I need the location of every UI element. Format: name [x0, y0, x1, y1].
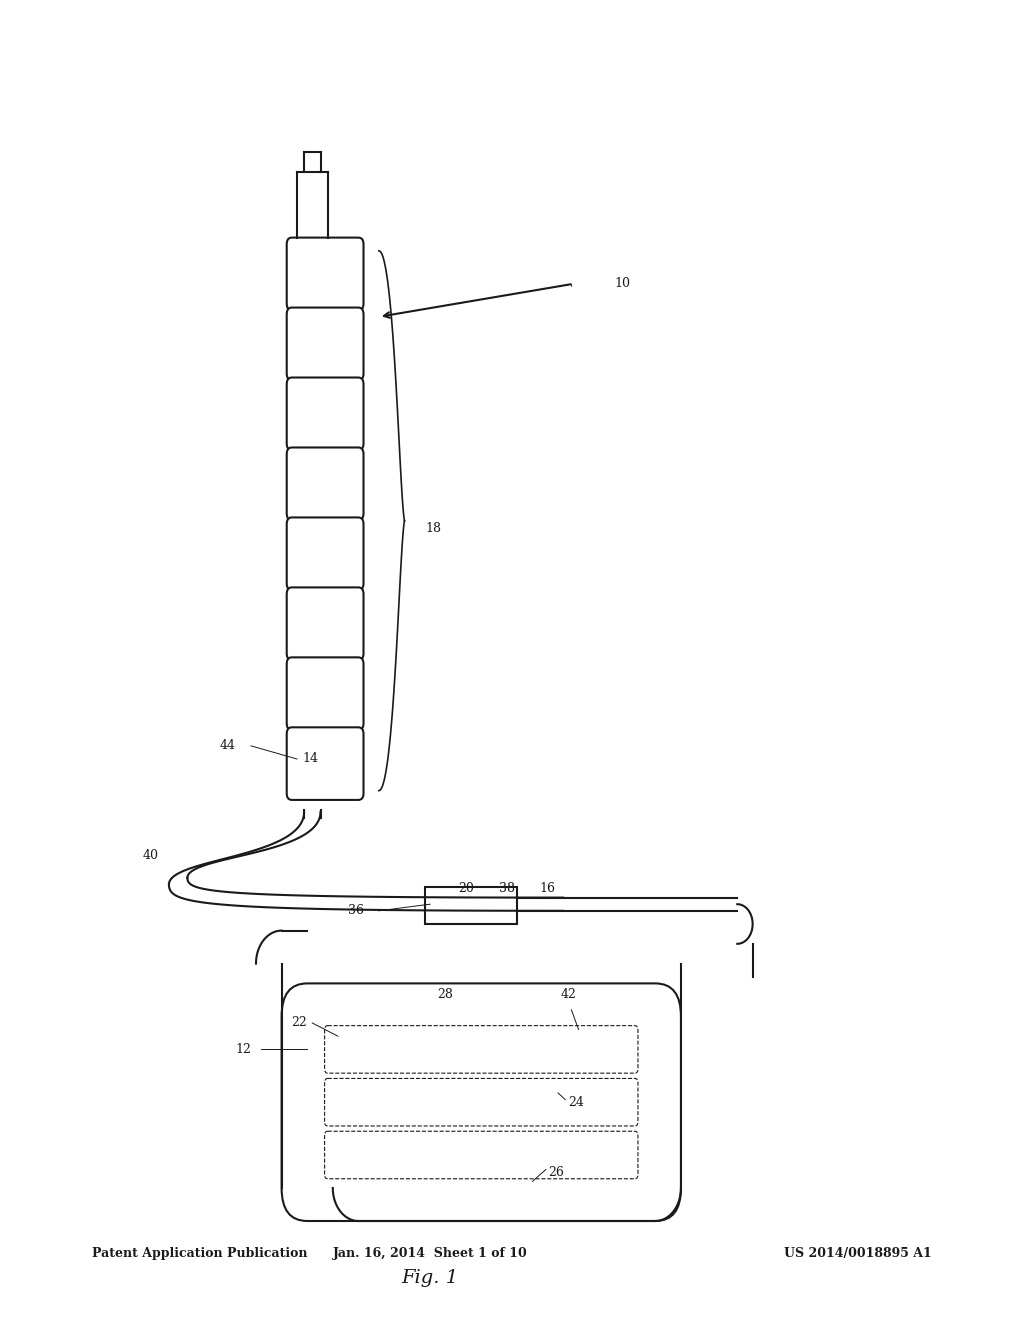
Text: Patent Application Publication: Patent Application Publication [92, 1247, 307, 1261]
FancyBboxPatch shape [287, 308, 364, 380]
Text: $\neg$: $\neg$ [563, 279, 573, 289]
FancyBboxPatch shape [287, 447, 364, 520]
Text: 38: 38 [499, 882, 515, 895]
FancyBboxPatch shape [287, 727, 364, 800]
Text: 44: 44 [219, 739, 236, 752]
FancyBboxPatch shape [325, 1026, 638, 1073]
FancyBboxPatch shape [325, 1131, 638, 1179]
Text: 18: 18 [425, 521, 441, 535]
FancyBboxPatch shape [325, 1078, 638, 1126]
Text: 22: 22 [292, 1016, 307, 1030]
FancyBboxPatch shape [287, 238, 364, 310]
FancyBboxPatch shape [287, 517, 364, 590]
Text: 16: 16 [540, 882, 556, 895]
Text: 28: 28 [437, 987, 454, 1001]
FancyBboxPatch shape [282, 983, 681, 1221]
Text: 24: 24 [568, 1096, 585, 1109]
Text: 26: 26 [548, 1166, 564, 1179]
FancyBboxPatch shape [287, 378, 364, 450]
FancyBboxPatch shape [287, 657, 364, 730]
Text: 10: 10 [614, 277, 631, 290]
Text: Jan. 16, 2014  Sheet 1 of 10: Jan. 16, 2014 Sheet 1 of 10 [333, 1247, 527, 1261]
Text: 42: 42 [560, 987, 577, 1001]
Text: 36: 36 [347, 904, 364, 917]
Text: 20: 20 [458, 882, 474, 895]
Text: US 2014/0018895 A1: US 2014/0018895 A1 [784, 1247, 932, 1261]
Text: 14: 14 [302, 752, 318, 766]
FancyBboxPatch shape [287, 587, 364, 660]
Text: Fig. 1: Fig. 1 [401, 1269, 459, 1287]
Text: 12: 12 [234, 1043, 251, 1056]
Text: 40: 40 [142, 849, 159, 862]
FancyBboxPatch shape [425, 887, 517, 924]
